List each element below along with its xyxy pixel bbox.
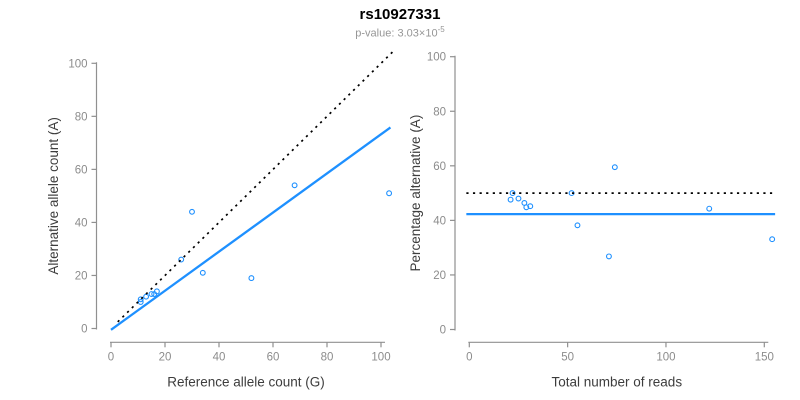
times-symbol: × [418,27,426,40]
data-point [574,222,581,229]
y-tick-label: 20 [433,270,446,282]
y-tick-label: 80 [75,111,88,123]
data-point [769,236,776,243]
x-tick-label: 0 [108,351,114,363]
p-value-mantissa: 3.03 [397,27,419,40]
y-tick-label: 80 [433,106,446,118]
y-tick-label: 60 [433,161,446,173]
y-tick-label: 60 [75,164,88,176]
y-tick-label: 100 [68,58,87,70]
data-point [515,195,522,202]
y-tick-label: 40 [433,215,446,227]
data-point [507,196,514,203]
y-tick-label: 0 [81,324,87,336]
figure-header: rs10927331 p-value: 3.03×10-5 [0,0,800,39]
data-point [178,256,185,263]
data-point [148,291,155,297]
data-point [137,296,144,303]
plot-area: 0 20 40 60 80 100 0 20 40 60 80 100 Reference allele… [0,40,800,400]
data-point [611,164,618,171]
x-tick-label: 50 [561,351,574,363]
data-point [527,203,534,210]
data-point [189,208,195,215]
x-tick-label: 100 [656,351,675,363]
y-tick-label: 0 [440,325,446,337]
data-point [291,182,298,189]
allele-count-scatter-plot: 0 20 40 60 80 100 0 20 40 60 80 100 Reference allele… [46,50,394,389]
x-axis-title: Reference allele count (G) [167,374,325,389]
x-tick-label: 20 [159,351,172,363]
fit-line [110,126,392,331]
data-point [605,253,612,260]
data-point [143,293,150,300]
y-axis-title: Percentage alternative (A) [408,115,423,272]
data-point [523,204,530,211]
x-tick-label: 150 [755,351,774,363]
data-point [248,275,255,282]
p-value-base: 10 [425,27,438,40]
data-point [199,269,206,276]
data-point [706,205,713,212]
percentage-alternative-scatter-plot: 0 50 100 150 0 20 40 60 80 100 Total number of rea… [408,52,776,389]
data-point [153,288,160,295]
identity-line [117,50,394,323]
y-axis-title: Alternative allele count (A) [46,117,61,275]
x-tick-label: 0 [466,351,472,363]
p-value-prefix: p-value: [355,27,398,40]
x-axis-title: Total number of reads [552,374,683,389]
data-point [386,190,393,197]
p-value-subtitle: p-value: 3.03×10-5 [0,24,800,40]
p-value-exponent: -5 [437,24,445,34]
x-tick-label: 60 [267,351,280,363]
y-tick-label: 40 [75,217,88,229]
x-tick-label: 80 [321,351,334,363]
data-point [509,190,516,197]
x-tick-label: 100 [371,351,390,363]
snp-title: rs10927331 [359,6,441,23]
y-tick-label: 20 [75,270,88,282]
y-tick-label: 100 [427,52,446,64]
x-tick-label: 40 [213,351,226,363]
